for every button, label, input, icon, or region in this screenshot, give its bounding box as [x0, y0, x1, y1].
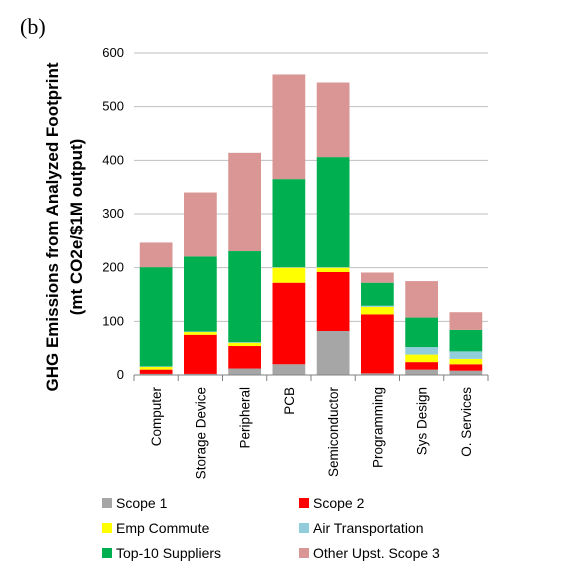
- legend-label-scope-1: Scope 1: [116, 495, 168, 511]
- bar-o-services-scope-1: [449, 370, 483, 375]
- bar-semiconductor-emp-commute: [316, 267, 350, 272]
- category-label-peripheral: Peripheral: [238, 387, 253, 449]
- legend-swatch-other-upst-scope-3: [299, 548, 309, 558]
- bar-o-services-other-upst-scope-3: [449, 312, 483, 330]
- category-label-o-services: O. Services: [459, 387, 474, 457]
- category-label-sys-design: Sys Design: [415, 387, 430, 455]
- bar-programming-air-transportation: [361, 305, 394, 307]
- y-tick-label-600: 600: [102, 45, 124, 60]
- bar-computer-emp-commute: [139, 366, 173, 370]
- bar-storage-device-other-upst-scope-3: [184, 192, 217, 257]
- y-axis-label-line1: GHG Emissions from Analyzed Footprint: [43, 62, 62, 391]
- category-labels: Computer Storage Device Peripheral PCB Semic…: [149, 386, 474, 479]
- bar-semiconductor-top-10-suppliers: [316, 157, 350, 268]
- y-tick-label-200: 200: [102, 260, 124, 275]
- bar-peripheral-scope-2: [228, 346, 261, 369]
- bar-storage-device-top-10-suppliers: [184, 256, 217, 332]
- axes: [133, 374, 489, 381]
- bar-semiconductor-scope-2: [316, 271, 350, 331]
- bar-pcb-scope-2: [272, 282, 306, 365]
- category-label-computer: Computer: [149, 387, 164, 447]
- bar-peripheral-emp-commute: [228, 342, 261, 347]
- y-tick-label-500: 500: [102, 99, 124, 114]
- bar-storage-device-air-transportation: [184, 331, 217, 333]
- category-label-storage-device: Storage Device: [193, 387, 208, 479]
- legend-label-top-10-suppliers: Top-10 Suppliers: [116, 545, 221, 561]
- bar-pcb-other-upst-scope-3: [272, 74, 306, 180]
- category-label-pcb: PCB: [282, 387, 297, 415]
- bar-storage-device-scope-2: [184, 334, 217, 374]
- y-axis-label-line2: (mt CO2e/$1M output): [67, 139, 86, 316]
- bar-peripheral-other-upst-scope-3: [228, 152, 261, 252]
- panel-label: (b): [20, 14, 46, 39]
- bar-sys-design-air-transportation: [405, 347, 438, 355]
- bar-sys-design-scope-2: [405, 362, 438, 370]
- bar-programming-emp-commute: [361, 306, 394, 315]
- legend-label-emp-commute: Emp Commute: [116, 520, 210, 536]
- bar-computer-top-10-suppliers: [139, 267, 173, 367]
- bar-sys-design-top-10-suppliers: [405, 317, 438, 348]
- bar-programming-scope-2: [361, 314, 394, 374]
- bar-pcb-emp-commute: [272, 267, 306, 283]
- y-tick-label-0: 0: [117, 367, 124, 382]
- legend: Scope 1 Scope 2 Emp Commute Air Transportat…: [102, 495, 440, 561]
- bar-peripheral-scope-1: [228, 368, 261, 375]
- legend-label-scope-2: Scope 2: [313, 495, 365, 511]
- y-tick-labels: 0 100 200 300 400 500 600: [102, 45, 124, 382]
- bar-storage-device-emp-commute: [184, 332, 217, 335]
- bar-o-services-scope-2: [449, 364, 483, 371]
- category-label-semiconductor: Semiconductor: [326, 386, 341, 477]
- bar-pcb-air-transportation: [272, 267, 306, 268]
- bar-programming-scope-1: [361, 373, 394, 375]
- bar-sys-design-emp-commute: [405, 354, 438, 363]
- bar-peripheral-air-transportation: [228, 342, 261, 343]
- bar-programming-top-10-suppliers: [361, 282, 394, 306]
- bars: [139, 74, 483, 375]
- bar-semiconductor-air-transportation: [316, 267, 350, 268]
- bar-computer-other-upst-scope-3: [139, 242, 173, 268]
- y-tick-label-400: 400: [102, 152, 124, 167]
- bar-pcb-top-10-suppliers: [272, 179, 306, 268]
- bar-semiconductor-scope-1: [316, 330, 350, 375]
- legend-swatch-scope-2: [299, 498, 309, 508]
- bar-computer-scope-1: [139, 373, 173, 375]
- bar-programming-other-upst-scope-3: [361, 272, 394, 283]
- bar-semiconductor-other-upst-scope-3: [316, 82, 350, 158]
- legend-swatch-top-10-suppliers: [102, 548, 112, 558]
- y-tick-label-100: 100: [102, 313, 124, 328]
- bar-sys-design-scope-1: [405, 369, 438, 375]
- legend-swatch-emp-commute: [102, 523, 112, 533]
- bar-o-services-top-10-suppliers: [449, 329, 483, 352]
- bar-storage-device-scope-1: [184, 373, 217, 375]
- bar-sys-design-other-upst-scope-3: [405, 281, 438, 318]
- bar-computer-air-transportation: [139, 366, 173, 367]
- category-label-programming: Programming: [370, 387, 385, 468]
- bar-o-services-emp-commute: [449, 358, 483, 365]
- bar-pcb-scope-1: [272, 364, 306, 375]
- bar-peripheral-top-10-suppliers: [228, 251, 261, 343]
- legend-swatch-scope-1: [102, 498, 112, 508]
- y-tick-label-300: 300: [102, 206, 124, 221]
- bar-o-services-air-transportation: [449, 351, 483, 359]
- legend-label-other-upst-scope-3: Other Upst. Scope 3: [313, 545, 440, 561]
- legend-label-air-transportation: Air Transportation: [313, 520, 424, 536]
- legend-swatch-air-transportation: [299, 523, 309, 533]
- bar-computer-scope-2: [139, 369, 173, 374]
